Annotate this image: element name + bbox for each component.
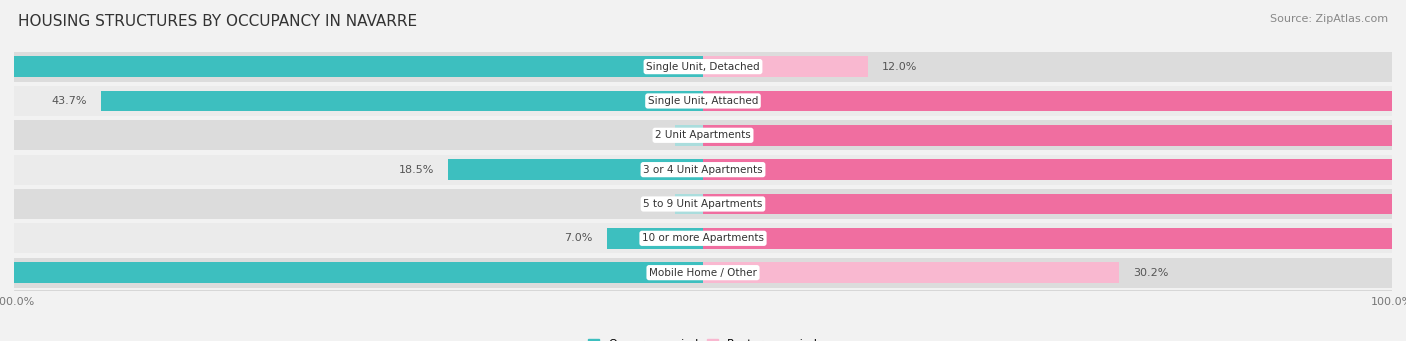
- Bar: [703, 228, 1406, 249]
- Text: 5 to 9 Unit Apartments: 5 to 9 Unit Apartments: [644, 199, 762, 209]
- Bar: [703, 194, 1406, 214]
- Bar: [101, 91, 703, 111]
- Bar: [14, 120, 1392, 150]
- Text: 0.0%: 0.0%: [661, 130, 689, 140]
- Bar: [675, 125, 703, 146]
- Bar: [675, 194, 703, 214]
- Text: 18.5%: 18.5%: [399, 165, 434, 175]
- Bar: [0, 56, 703, 77]
- Text: 43.7%: 43.7%: [52, 96, 87, 106]
- Bar: [14, 51, 1392, 82]
- Text: Mobile Home / Other: Mobile Home / Other: [650, 268, 756, 278]
- Bar: [0, 262, 703, 283]
- Text: 30.2%: 30.2%: [1133, 268, 1168, 278]
- Bar: [703, 262, 1119, 283]
- Text: 10 or more Apartments: 10 or more Apartments: [643, 233, 763, 243]
- Bar: [14, 257, 1392, 288]
- Bar: [14, 154, 1392, 185]
- Text: Single Unit, Detached: Single Unit, Detached: [647, 62, 759, 72]
- Bar: [14, 189, 1392, 219]
- Text: 3 or 4 Unit Apartments: 3 or 4 Unit Apartments: [643, 165, 763, 175]
- Bar: [703, 125, 1406, 146]
- Bar: [449, 159, 703, 180]
- Text: Single Unit, Attached: Single Unit, Attached: [648, 96, 758, 106]
- Bar: [703, 159, 1406, 180]
- Bar: [703, 91, 1406, 111]
- Text: 7.0%: 7.0%: [564, 233, 593, 243]
- Bar: [703, 56, 869, 77]
- Bar: [14, 223, 1392, 253]
- Text: 0.0%: 0.0%: [661, 199, 689, 209]
- Text: Source: ZipAtlas.com: Source: ZipAtlas.com: [1270, 14, 1388, 24]
- Text: 2 Unit Apartments: 2 Unit Apartments: [655, 130, 751, 140]
- Bar: [14, 86, 1392, 116]
- Text: HOUSING STRUCTURES BY OCCUPANCY IN NAVARRE: HOUSING STRUCTURES BY OCCUPANCY IN NAVAR…: [18, 14, 418, 29]
- Text: 12.0%: 12.0%: [882, 62, 918, 72]
- Legend: Owner-occupied, Renter-occupied: Owner-occupied, Renter-occupied: [588, 339, 818, 341]
- Bar: [606, 228, 703, 249]
